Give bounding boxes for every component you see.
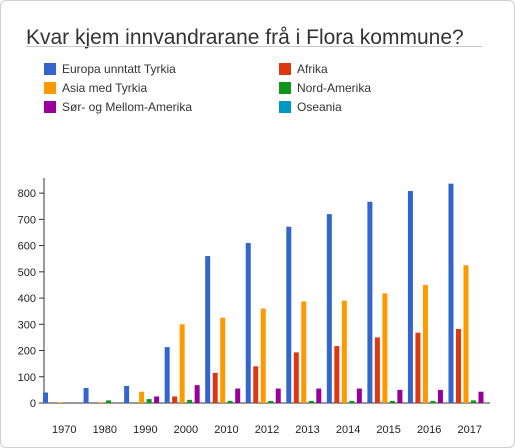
x-tick-label: 2017 [457, 424, 481, 436]
bar [164, 347, 170, 403]
legend-label: Oseania [297, 100, 342, 114]
bar [260, 308, 266, 403]
x-tick-label: 2000 [174, 424, 198, 436]
bar [382, 293, 388, 403]
bar [205, 256, 211, 403]
bar [187, 399, 193, 403]
x-tick-label: 2010 [214, 424, 238, 436]
chart-legend: Europa unntatt Tyrkia Afrika Asia med Ty… [44, 62, 484, 114]
bar [448, 183, 454, 403]
legend-item-oseania[interactable]: Oseania [279, 100, 479, 114]
bar [172, 396, 178, 403]
bar [83, 388, 89, 403]
bar [341, 300, 347, 403]
bar [308, 400, 314, 403]
bar [437, 389, 443, 403]
bar [227, 400, 233, 403]
x-tick-label: 2012 [255, 424, 279, 436]
bar [334, 346, 340, 403]
bar [367, 201, 373, 403]
bar [106, 400, 112, 403]
bar [430, 400, 436, 403]
bar [98, 402, 104, 403]
x-tick-label: 2016 [417, 424, 441, 436]
bar [43, 392, 49, 403]
y-tick-label: 500 [18, 267, 36, 279]
y-tick-label: 800 [18, 188, 36, 200]
legend-swatch [44, 82, 56, 94]
bar [349, 400, 355, 403]
bar [268, 400, 274, 403]
bar [478, 391, 484, 403]
y-tick-label: 100 [18, 372, 36, 384]
legend-label: Europa unntatt Tyrkia [62, 62, 176, 76]
legend-label: Nord-Amerika [297, 81, 372, 95]
bar [455, 329, 461, 403]
legend-label: Sør- og Mellom-Amerika [62, 100, 193, 114]
bar [286, 226, 292, 403]
bar [245, 242, 251, 403]
bar [220, 317, 226, 403]
y-tick-label: 300 [18, 319, 36, 331]
bar [316, 388, 322, 403]
legend-item-asia[interactable]: Asia med Tyrkia [44, 81, 279, 95]
bar [415, 332, 421, 403]
bar [389, 400, 395, 403]
bar [212, 372, 218, 403]
bar [58, 402, 64, 403]
bar [194, 385, 200, 403]
bar [463, 265, 469, 403]
x-tick-label: 1970 [52, 424, 76, 436]
legend-item-nord-amerika[interactable]: Nord-Amerika [279, 81, 479, 95]
legend-swatch [279, 82, 291, 94]
x-tick-label: 2014 [336, 424, 360, 436]
x-tick-label: 2013 [295, 424, 319, 436]
legend-swatch [44, 101, 56, 113]
bar [154, 396, 160, 403]
legend-label: Afrika [297, 62, 328, 76]
bar [407, 191, 413, 403]
title-divider [26, 46, 482, 47]
bar [293, 352, 299, 403]
bar [124, 385, 130, 403]
x-tick-label: 2015 [376, 424, 400, 436]
legend-item-afrika[interactable]: Afrika [279, 62, 479, 76]
x-tick-label: 1980 [93, 424, 117, 436]
bar [235, 388, 241, 403]
bar [179, 324, 185, 403]
y-tick-label: 200 [18, 346, 36, 358]
legend-swatch [279, 101, 291, 113]
bar [397, 389, 403, 403]
bar [301, 301, 307, 403]
y-tick-label: 700 [18, 214, 36, 226]
y-tick-label: 600 [18, 241, 36, 253]
chart-title: Kvar kjem innvandrarane frå i Flora komm… [26, 26, 464, 49]
bar [326, 214, 332, 403]
bar [470, 400, 476, 403]
legend-label: Asia med Tyrkia [62, 81, 148, 95]
bar [356, 388, 362, 403]
legend-swatch [279, 63, 291, 75]
legend-item-europa[interactable]: Europa unntatt Tyrkia [44, 62, 279, 76]
bar [139, 391, 145, 403]
y-tick-label: 0 [30, 398, 36, 410]
bar [422, 284, 428, 403]
bar [146, 399, 152, 403]
bar [253, 366, 259, 403]
y-tick-label: 400 [18, 293, 36, 305]
legend-swatch [44, 63, 56, 75]
legend-item-sor-mellom-amerika[interactable]: Sør- og Mellom-Amerika [44, 100, 279, 114]
bar [275, 388, 281, 403]
x-tick-label: 1990 [133, 424, 157, 436]
bar [374, 337, 380, 403]
